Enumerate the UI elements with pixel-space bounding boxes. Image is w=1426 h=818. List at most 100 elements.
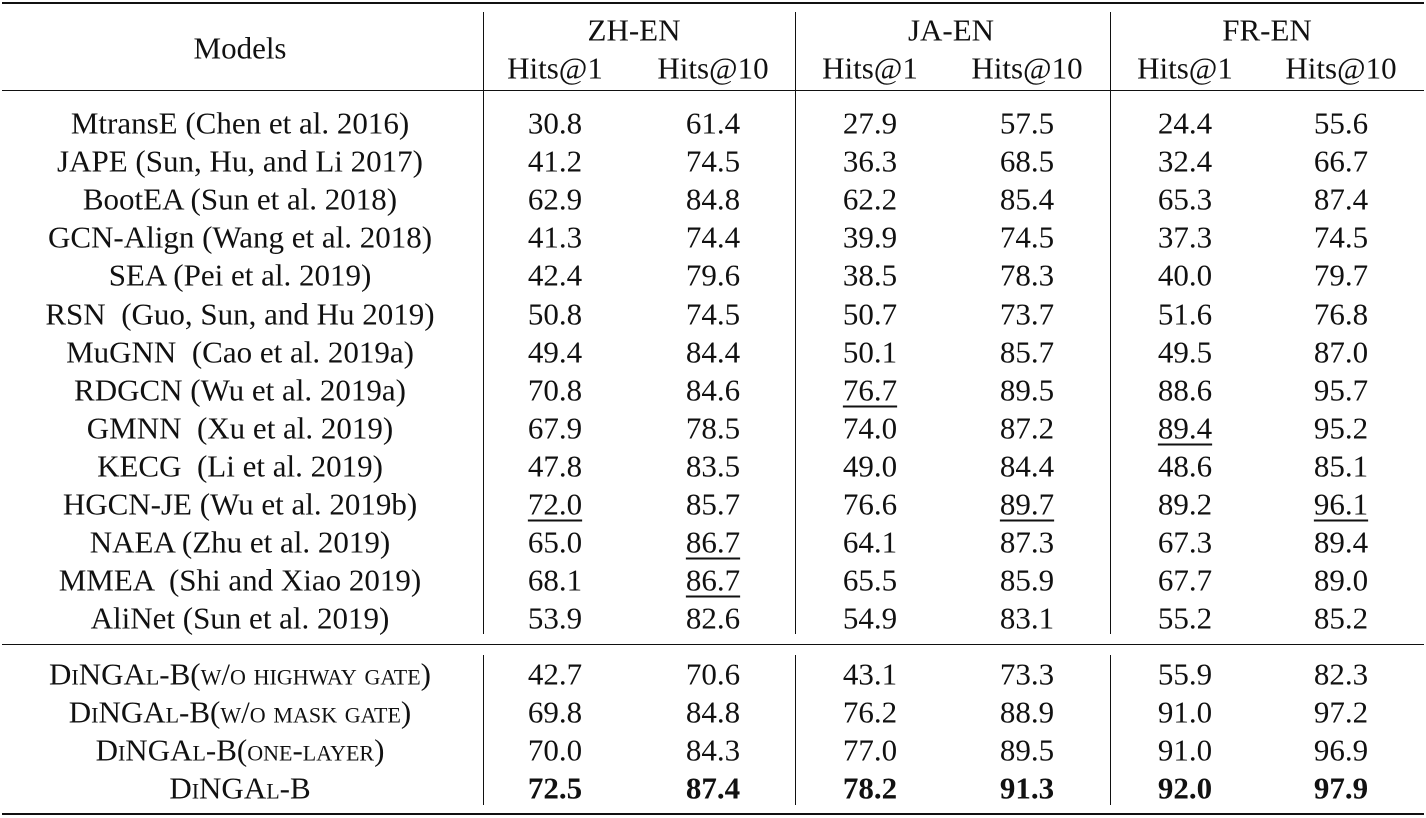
cell: 43.1 [842,656,898,692]
cell: 89.5 [999,732,1055,768]
mid-rule [2,644,1424,645]
cell: 42.7 [527,656,583,692]
model-name: MtransE (Chen et al. 2016) [70,105,410,141]
cell: 89.7 [999,486,1055,522]
cell: 73.3 [999,656,1055,692]
cell: 87.4 [685,770,741,806]
cell: 76.7 [842,372,898,408]
cell: 64.1 [842,524,898,560]
cell: 96.1 [1313,486,1369,522]
cell: 83.5 [685,448,741,484]
cell: 47.8 [527,448,583,484]
cell: 97.9 [1313,770,1369,806]
cell: 82.3 [1313,656,1369,692]
col-divider [795,12,796,634]
cell: 53.9 [527,600,583,636]
cell: 67.9 [527,410,583,446]
cell: 68.5 [999,143,1055,179]
cell: 39.9 [842,219,898,255]
top-rule [2,2,1424,4]
col-divider [483,655,484,805]
cell: 49.4 [527,334,583,370]
cell: 89.4 [1313,524,1369,560]
cell: 87.0 [1313,334,1369,370]
model-name: DiNGAl-B(w/o mask gate) [68,694,412,730]
col-divider [1110,12,1111,634]
model-name: HGCN-JE (Wu et al. 2019b) [62,486,418,522]
cell: 76.2 [842,694,898,730]
cell: 72.0 [527,486,583,522]
metric-header: Hits@1 [507,50,603,86]
cell: 55.2 [1157,600,1213,636]
model-name: BootEA (Sun et al. 2018) [82,181,398,217]
model-name: DiNGAl-B(w/o highway gate) [48,656,432,692]
metric-header: Hits@10 [1285,50,1397,86]
cell: 36.3 [842,143,898,179]
cell: 77.0 [842,732,898,768]
cell: 49.0 [842,448,898,484]
cell: 87.3 [999,524,1055,560]
col-divider [795,655,796,805]
cell: 70.8 [527,372,583,408]
cell: 97.2 [1313,694,1369,730]
cell: 69.8 [527,694,583,730]
cell: 55.9 [1157,656,1213,692]
cell: 91.0 [1157,694,1213,730]
cell: 74.5 [999,219,1055,255]
cell: 84.8 [685,694,741,730]
cell: 72.5 [527,770,583,806]
cell: 50.7 [842,296,898,331]
cell: 87.4 [1313,181,1369,217]
model-name: RSN (Guo, Sun, and Hu 2019) [45,296,435,331]
cell: 78.5 [685,410,741,446]
metric-header: Hits@10 [971,50,1083,86]
cell: 68.1 [527,562,583,598]
model-name: GMNN (Xu et al. 2019) [86,410,394,446]
cell: 78.2 [842,770,898,806]
model-name: SEA (Pei et al. 2019) [108,257,372,293]
cell: 41.3 [527,219,583,255]
cell: 91.3 [999,770,1055,806]
cell: 67.3 [1157,524,1213,560]
cell: 30.8 [527,105,583,141]
model-name: MuGNN (Cao et al. 2019a) [66,334,414,370]
cell: 89.0 [1313,562,1369,598]
cell: 57.5 [999,105,1055,141]
model-name: KECG (Li et al. 2019) [97,448,383,484]
metric-header: Hits@10 [657,50,769,86]
model-name: RDGCN (Wu et al. 2019a) [74,372,406,408]
cell: 49.5 [1157,334,1213,370]
cell: 85.9 [999,562,1055,598]
cell: 38.5 [842,257,898,293]
cell: 74.5 [685,296,741,331]
cell: 27.9 [842,105,898,141]
cell: 55.6 [1313,105,1369,141]
cell: 42.4 [527,257,583,293]
model-name: GCN-Align (Wang et al. 2018) [47,219,433,255]
cell: 78.3 [999,257,1055,293]
cell: 79.6 [685,257,741,293]
cell: 89.2 [1157,486,1213,522]
cell: 85.7 [999,334,1055,370]
cell: 74.4 [685,219,741,255]
metric-header: Hits@1 [1137,50,1233,86]
cell: 84.6 [685,372,741,408]
cell: 89.5 [999,372,1055,408]
cell: 96.9 [1313,732,1369,768]
cell: 62.2 [842,181,898,217]
cell: 73.7 [999,296,1055,331]
cell: 74.0 [842,410,898,446]
cell: 50.8 [527,296,583,331]
model-name: DiNGAl-B(one-layer) [95,732,385,768]
cell: 95.2 [1313,410,1369,446]
cell: 95.7 [1313,372,1369,408]
cell: 85.4 [999,181,1055,217]
cell: 84.3 [685,732,741,768]
metric-header: Hits@1 [822,50,918,86]
cell: 89.4 [1157,410,1213,446]
cell: 50.1 [842,334,898,370]
cell: 61.4 [685,105,741,141]
cell: 88.9 [999,694,1055,730]
cell: 67.7 [1157,562,1213,598]
